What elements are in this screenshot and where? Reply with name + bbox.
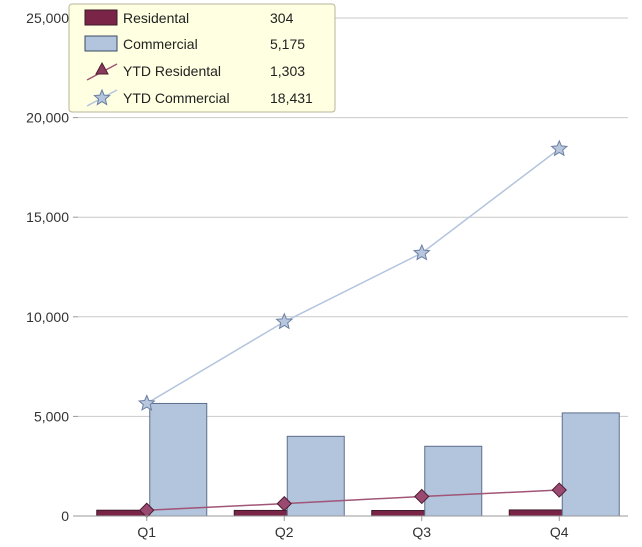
legend-box bbox=[68, 3, 336, 113]
legend-swatch-commercial bbox=[84, 35, 118, 52]
bar-commercial bbox=[286, 435, 345, 517]
y-tick-label: 0 bbox=[61, 508, 69, 524]
legend-marker-ytd-commercial bbox=[93, 88, 111, 106]
y-tick-label: 10,000 bbox=[26, 309, 69, 325]
point-ytd-residental bbox=[414, 488, 430, 505]
legend-marker-ytd-residental bbox=[95, 61, 109, 75]
line-ytd-residental bbox=[146, 489, 560, 511]
y-tick-label: 15,000 bbox=[26, 209, 69, 225]
bar-commercial bbox=[149, 402, 208, 517]
legend-value-residental: 304 bbox=[270, 10, 294, 26]
bar-residental bbox=[508, 509, 567, 517]
bar-commercial bbox=[424, 445, 483, 517]
x-axis-ticks: Q1 Q2 Q3 Q4 bbox=[137, 516, 569, 540]
legend-label-commercial: Commercial bbox=[123, 36, 198, 52]
x-tick-label: Q3 bbox=[412, 524, 431, 540]
legend-swatch-residental bbox=[84, 9, 118, 26]
y-axis-ticks: 0 5,000 10,000 15,000 20,000 25,000 bbox=[26, 10, 78, 524]
y-tick-label: 20,000 bbox=[26, 110, 69, 126]
legend-value-ytd-residental: 1,303 bbox=[270, 63, 305, 79]
point-ytd-residental bbox=[276, 495, 292, 512]
point-ytd-commercial bbox=[137, 394, 156, 411]
bar-residental bbox=[233, 509, 292, 517]
point-ytd-residental bbox=[551, 482, 567, 498]
legend-value-commercial: 5,175 bbox=[270, 36, 305, 52]
legend-label-ytd-commercial: YTD Commercial bbox=[123, 90, 230, 106]
bar-residental bbox=[371, 510, 430, 517]
y-tick-label: 5,000 bbox=[34, 408, 69, 424]
legend-value-ytd-commercial: 18,431 bbox=[270, 90, 313, 106]
point-ytd-commercial bbox=[550, 139, 569, 157]
legend-label-ytd-residental: YTD Residental bbox=[123, 63, 221, 79]
point-ytd-commercial bbox=[412, 243, 431, 261]
legend-label-residental: Residental bbox=[123, 10, 189, 26]
bar-commercial bbox=[561, 412, 620, 517]
line-ytd-commercial bbox=[146, 148, 560, 405]
legend: Residental 304 Commercial 5,175 YTD Resi… bbox=[68, 3, 336, 113]
point-ytd-commercial bbox=[275, 312, 294, 330]
x-tick-label: Q2 bbox=[275, 524, 294, 540]
x-tick-label: Q1 bbox=[137, 524, 156, 540]
y-tick-label: 25,000 bbox=[26, 10, 69, 26]
x-tick-label: Q4 bbox=[550, 524, 569, 540]
